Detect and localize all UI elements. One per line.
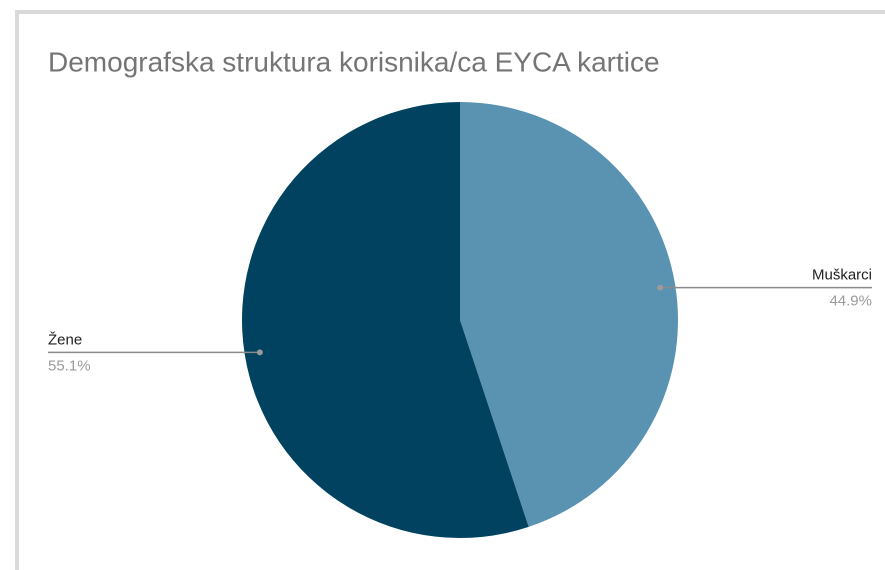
leader-dot <box>657 284 664 291</box>
slice-value-label: 55.1% <box>48 357 91 374</box>
slice-value-label: 44.9% <box>829 293 872 310</box>
chart-title: Demografska struktura korisnika/ca EYCA … <box>48 46 660 77</box>
leader-dot <box>256 349 263 356</box>
pie-slice <box>460 102 678 527</box>
slice-label: Muškarci <box>812 267 872 284</box>
slice-label: Žene <box>48 331 82 348</box>
pie-slice <box>241 102 529 539</box>
